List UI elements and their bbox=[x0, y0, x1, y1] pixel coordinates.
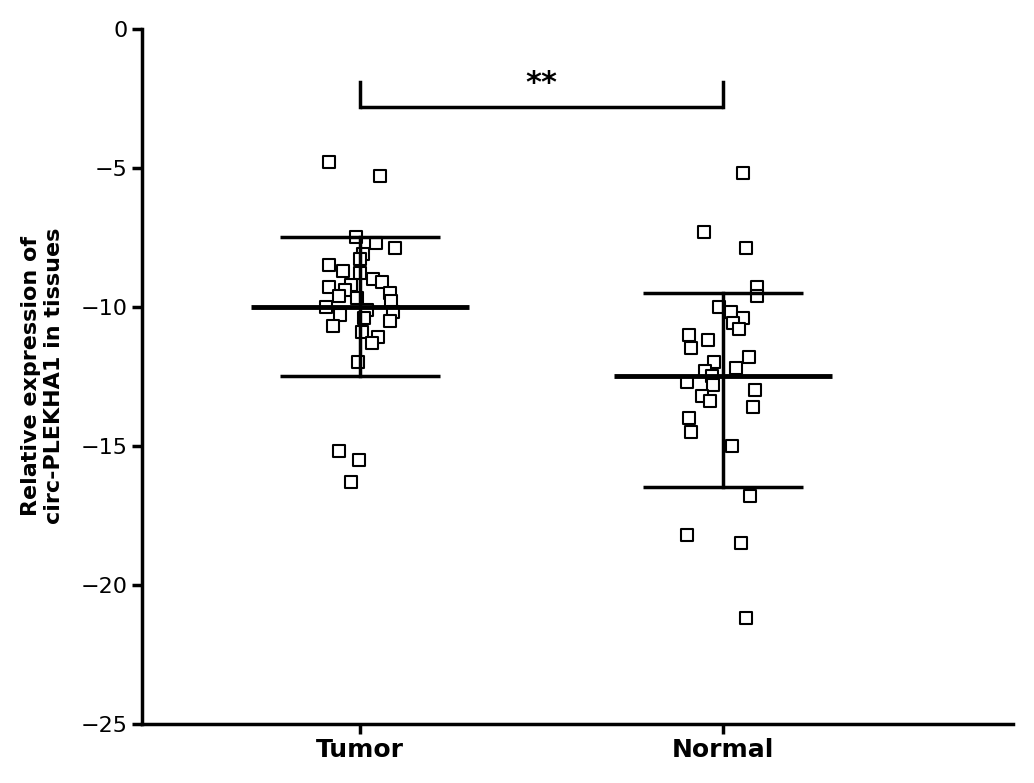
Point bbox=[321, 259, 337, 272]
Point bbox=[364, 337, 381, 349]
Point bbox=[321, 281, 337, 294]
Point bbox=[325, 320, 341, 333]
Text: **: ** bbox=[525, 70, 557, 99]
Point bbox=[336, 283, 353, 296]
Point bbox=[734, 312, 751, 324]
Point bbox=[347, 231, 364, 244]
Point bbox=[370, 331, 387, 344]
Point bbox=[744, 401, 761, 413]
Point bbox=[682, 342, 699, 355]
Point bbox=[352, 253, 368, 265]
Point bbox=[356, 312, 372, 324]
Point bbox=[704, 378, 721, 391]
Point bbox=[387, 242, 403, 254]
Point bbox=[705, 356, 722, 369]
Point bbox=[352, 267, 368, 280]
Point bbox=[725, 317, 741, 330]
Point bbox=[697, 364, 713, 377]
Point bbox=[679, 376, 696, 388]
Point bbox=[354, 326, 370, 338]
Point bbox=[694, 389, 710, 402]
Point bbox=[321, 156, 337, 168]
Point bbox=[700, 334, 717, 346]
Point bbox=[317, 301, 334, 313]
Point bbox=[679, 529, 696, 541]
Point bbox=[740, 351, 757, 363]
Point bbox=[724, 439, 740, 452]
Point bbox=[372, 170, 389, 182]
Point bbox=[680, 328, 697, 341]
Point bbox=[728, 362, 744, 374]
Point bbox=[723, 306, 739, 319]
Point bbox=[735, 167, 752, 179]
Point bbox=[331, 290, 347, 302]
Point bbox=[703, 370, 720, 382]
Point bbox=[696, 226, 712, 238]
Point bbox=[683, 425, 700, 438]
Point bbox=[737, 612, 754, 624]
Point bbox=[749, 290, 765, 302]
Point bbox=[385, 306, 401, 319]
Point bbox=[359, 303, 375, 316]
Point bbox=[732, 536, 749, 549]
Y-axis label: Relative expression of
circ-PLEKHA1 in tissues: Relative expression of circ-PLEKHA1 in t… bbox=[21, 228, 64, 525]
Point bbox=[349, 356, 366, 369]
Point bbox=[332, 309, 348, 321]
Point bbox=[741, 489, 758, 502]
Point bbox=[355, 247, 371, 260]
Point bbox=[373, 276, 390, 288]
Point bbox=[383, 295, 399, 308]
Point bbox=[342, 475, 359, 488]
Point bbox=[701, 395, 718, 407]
Point bbox=[352, 453, 368, 466]
Point bbox=[749, 281, 765, 294]
Point bbox=[680, 412, 697, 424]
Point bbox=[731, 323, 748, 335]
Point bbox=[343, 278, 360, 290]
Point bbox=[368, 236, 385, 249]
Point bbox=[711, 301, 728, 313]
Point bbox=[348, 292, 365, 305]
Point bbox=[738, 242, 755, 254]
Point bbox=[330, 445, 346, 457]
Point bbox=[382, 287, 398, 299]
Point bbox=[335, 265, 352, 277]
Point bbox=[748, 384, 764, 396]
Point bbox=[382, 314, 398, 327]
Point bbox=[365, 272, 382, 285]
